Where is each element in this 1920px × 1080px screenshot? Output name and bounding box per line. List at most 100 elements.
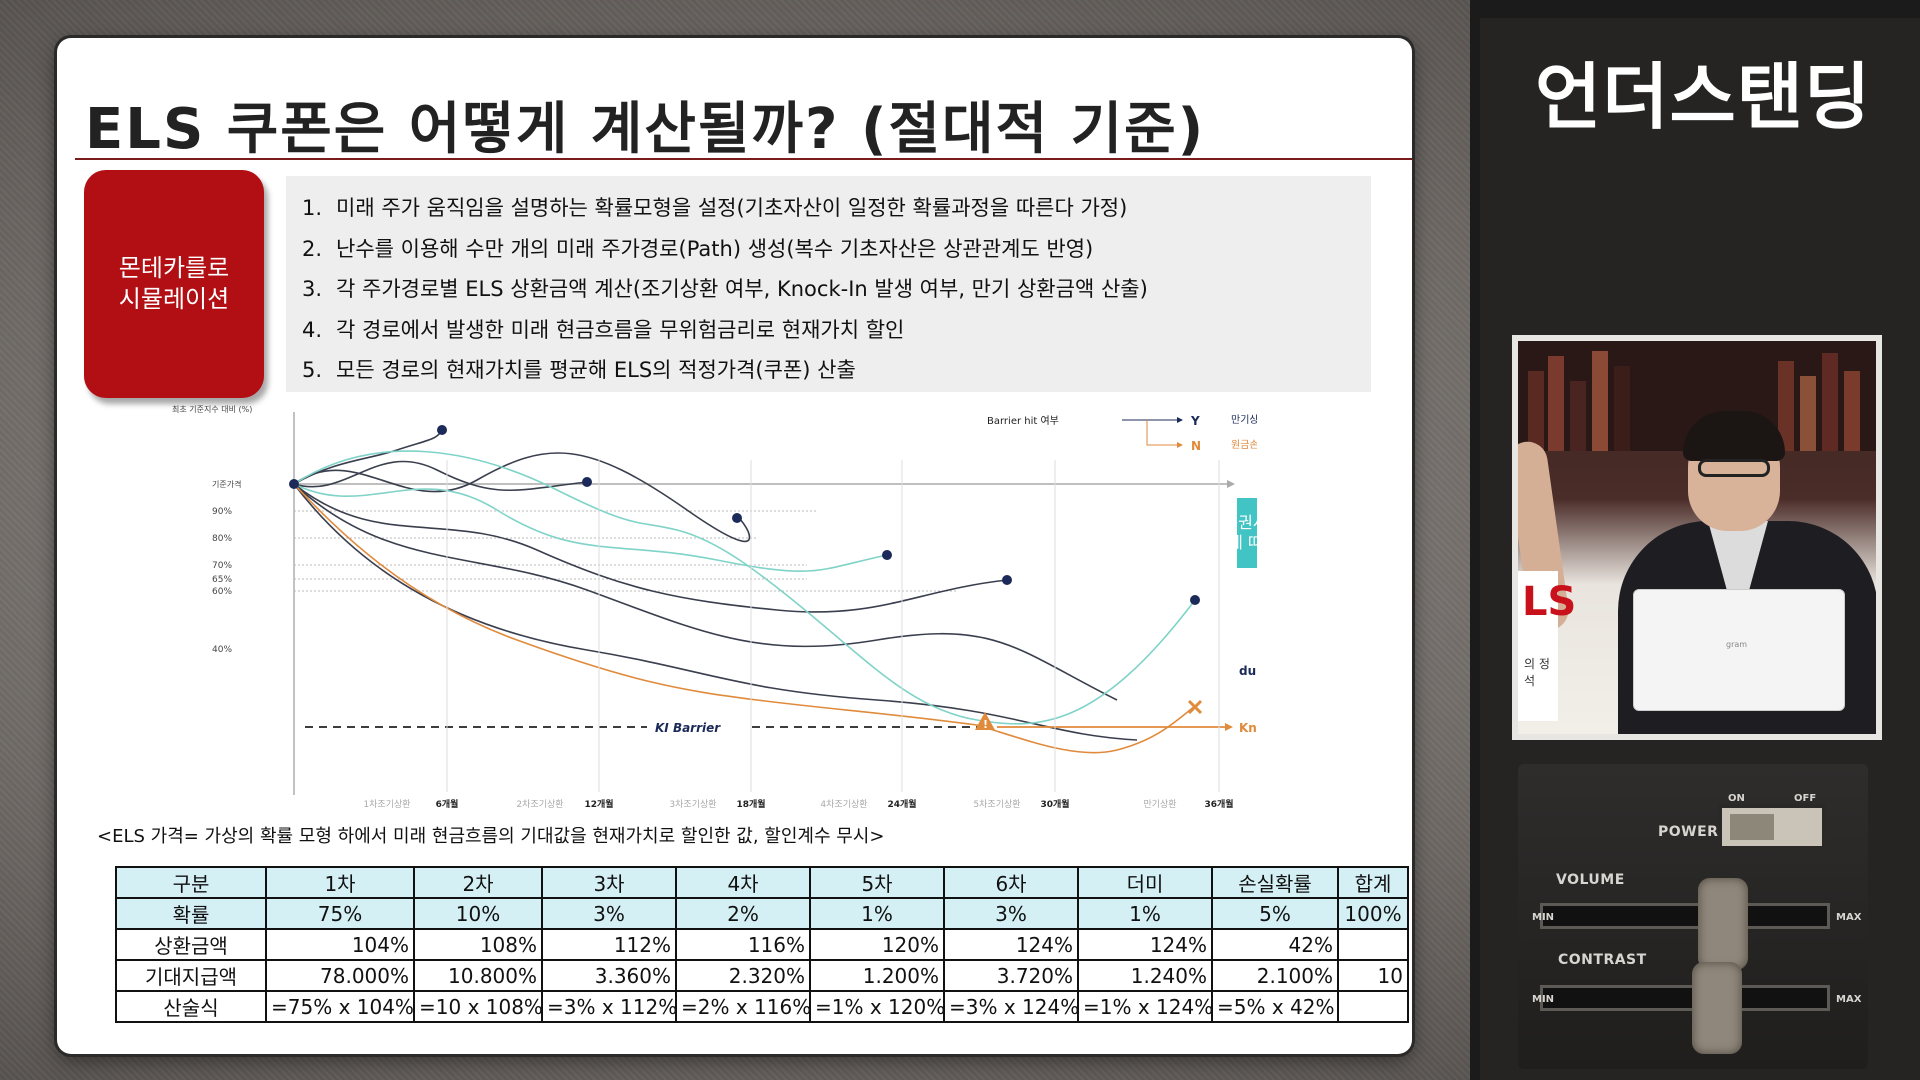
table-cell: 42% — [1211, 928, 1339, 961]
legend-y-text: 만기상환 [dummy] — [1231, 414, 1257, 426]
legend-n-arrow-icon — [1177, 442, 1183, 448]
legend-y-arrow-icon — [1177, 417, 1183, 423]
redemption-point — [882, 550, 892, 560]
y-tick-label: 65% — [212, 575, 232, 585]
table-cell: 2.320% — [675, 959, 811, 992]
table-cell: =2% x 116% — [675, 990, 811, 1023]
x-ticks: 1차조기상환 6개월 2차조기상환 12개월 3차조기상환 18개월 4차조기상환 24개월 5… — [363, 460, 1234, 810]
off-label: OFF — [1794, 793, 1817, 804]
contrast-label: CONTRAST — [1558, 952, 1647, 968]
simulated-path — [293, 483, 888, 572]
y-tick-label: 기준가격 — [212, 479, 241, 489]
volume-max-label: MAX — [1836, 912, 1862, 923]
knockin-x-icon — [1187, 699, 1203, 715]
warning-icon — [975, 712, 995, 730]
table-cell: 5차 — [809, 866, 945, 899]
table-cell: 3차 — [541, 866, 677, 899]
table-cell: 78.000% — [265, 959, 415, 992]
dummy-label: dummy — [1239, 664, 1257, 678]
step-item: 3. 각 주가경로별 ELS 상환금액 계산(조기상환 여부, Knock-In … — [302, 269, 1355, 310]
table-cell — [1337, 928, 1409, 961]
table-cell: 1.200% — [809, 959, 945, 992]
table-row-label: 산술식 — [115, 990, 267, 1023]
table-cell: 6차 — [943, 866, 1079, 899]
table-cell: 1% — [809, 897, 945, 930]
redemption-point — [732, 513, 742, 523]
step-number: 5. — [302, 358, 323, 382]
slide-title: ELS 쿠폰은 어떻게 계산될까? (절대적 기준) — [85, 97, 1206, 162]
table-cell: 1차 — [265, 866, 415, 899]
volume-slider-track — [1540, 903, 1830, 929]
table-cell: =10 x 108% — [413, 990, 543, 1023]
laptop-logo: gram — [1726, 640, 1748, 649]
simulated-path — [293, 452, 751, 543]
contrast-slider-track — [1540, 985, 1830, 1011]
step-text: 미래 주가 움직임을 설명하는 확률모형을 설정(기초자산이 일정한 확률과정을… — [336, 196, 1128, 220]
table-cell: 124% — [1077, 928, 1213, 961]
chart-svg: 최초 기준지수 대비 (%) 기준가격 90% 80% 70% 65% 60% 40% KI… — [172, 404, 1257, 810]
table-cell: 10.800% — [413, 959, 543, 992]
x-tick-label: 36개월 — [1204, 798, 1233, 810]
table-cell: 1% — [1077, 897, 1213, 930]
table-row-payout: 상환금액 104% 108% 112% 116% 120% 124% 124% 42% — [115, 928, 1409, 961]
x-tick-label: 24개월 — [887, 798, 916, 810]
knockin-arrow-icon — [1225, 723, 1233, 731]
legend-title: Barrier hit 여부 — [987, 415, 1059, 427]
table-cell: 3.720% — [943, 959, 1079, 992]
table-row-label: 기대지급액 — [115, 959, 267, 992]
note-line-1: 각 증권사 ELS 모델 — [1203, 513, 1337, 532]
legend-y: Y — [1190, 414, 1200, 428]
note-line-2: 에 따라 상이 — [1228, 533, 1312, 552]
step-number: 4. — [302, 317, 323, 342]
x-tick-label: 3차조기상환 — [669, 798, 716, 810]
table-cell: =1% x 124% — [1077, 990, 1213, 1023]
step-number: 2. — [302, 236, 323, 261]
table-cell: 4차 — [675, 866, 811, 899]
power-switch — [1718, 804, 1826, 850]
presentation-slide: ELS 쿠폰은 어떻게 계산될까? (절대적 기준) 몬테카를로 시뮬레이션 1… — [57, 38, 1412, 1054]
table-row-header: 구분 1차 2차 3차 4차 5차 6차 더미 손실확률 합계 — [115, 866, 1409, 899]
simulation-chart: 최초 기준지수 대비 (%) 기준가격 90% 80% 70% 65% 60% 40% KI… — [117, 400, 1257, 820]
y-tick-label: 60% — [212, 587, 232, 597]
volume-slider-knob — [1698, 878, 1748, 970]
step-text: 난수를 이용해 수만 개의 미래 주가경로(Path) 생성(복수 기초자산은 … — [336, 236, 1094, 261]
simulated-path — [293, 450, 1196, 725]
simulated-path — [293, 460, 588, 492]
simulated-path — [293, 483, 1196, 754]
table-cell: =1% x 120% — [809, 990, 945, 1023]
table-cell: 1.240% — [1077, 959, 1213, 992]
x-tick-label: 5차조기상환 — [973, 798, 1020, 810]
legend-n: N — [1191, 439, 1201, 453]
simulated-path — [293, 483, 1118, 701]
table-cell: =5% x 42% — [1211, 990, 1339, 1023]
legend-n-text: 원금손실 [knock-in] — [1231, 439, 1257, 451]
step-number: 1. — [302, 196, 323, 220]
x-tick-label: 6개월 — [436, 798, 459, 810]
redemption-point — [1190, 595, 1200, 605]
table-cell: 2차 — [413, 866, 543, 899]
table-cell: 120% — [809, 928, 945, 961]
table-cell: 2% — [675, 897, 811, 930]
redemption-point — [289, 479, 299, 489]
table-cell: 3% — [943, 897, 1079, 930]
x-tick-label: 12개월 — [584, 798, 613, 810]
table-row-probability: 확률 75% 10% 3% 2% 1% 3% 1% 5% 100% — [115, 897, 1409, 930]
table-cell: 10 — [1337, 959, 1409, 992]
table-cell: 10% — [413, 897, 543, 930]
y-ticks: 기준가격 90% 80% 70% 65% 60% 40% — [212, 479, 241, 655]
knockin-label: Knock- IN — [1239, 721, 1257, 735]
step-item: 4. 각 경로에서 발생한 미래 현금흐름을 무위험금리로 현재가치 할인 — [302, 310, 1355, 351]
table-cell: 104% — [265, 928, 415, 961]
laptop: gram — [1633, 589, 1845, 711]
table-cell: 124% — [943, 928, 1079, 961]
book-subtitle: 의 정석 — [1524, 657, 1550, 688]
step-text: 각 경로에서 발생한 미래 현금흐름을 무위험금리로 현재가치 할인 — [336, 317, 905, 342]
payout-table: 구분 1차 2차 3차 4차 5차 6차 더미 손실확률 합계 확률 75% 10% 3% 2% 1% 3% 1… — [115, 866, 1409, 1023]
step-text: 각 주가경로별 ELS 상환금액 계산(조기상환 여부, Knock-In 발생… — [336, 277, 1148, 301]
x-tick-label: 만기상환 — [1143, 798, 1176, 810]
warning-icon-glyph: ! — [983, 718, 988, 731]
badge-line-1: 몬테카를로 — [118, 254, 230, 282]
note-box — [1237, 498, 1257, 568]
contrast-min-label: MIN — [1532, 994, 1555, 1005]
price-paths — [289, 425, 1200, 754]
